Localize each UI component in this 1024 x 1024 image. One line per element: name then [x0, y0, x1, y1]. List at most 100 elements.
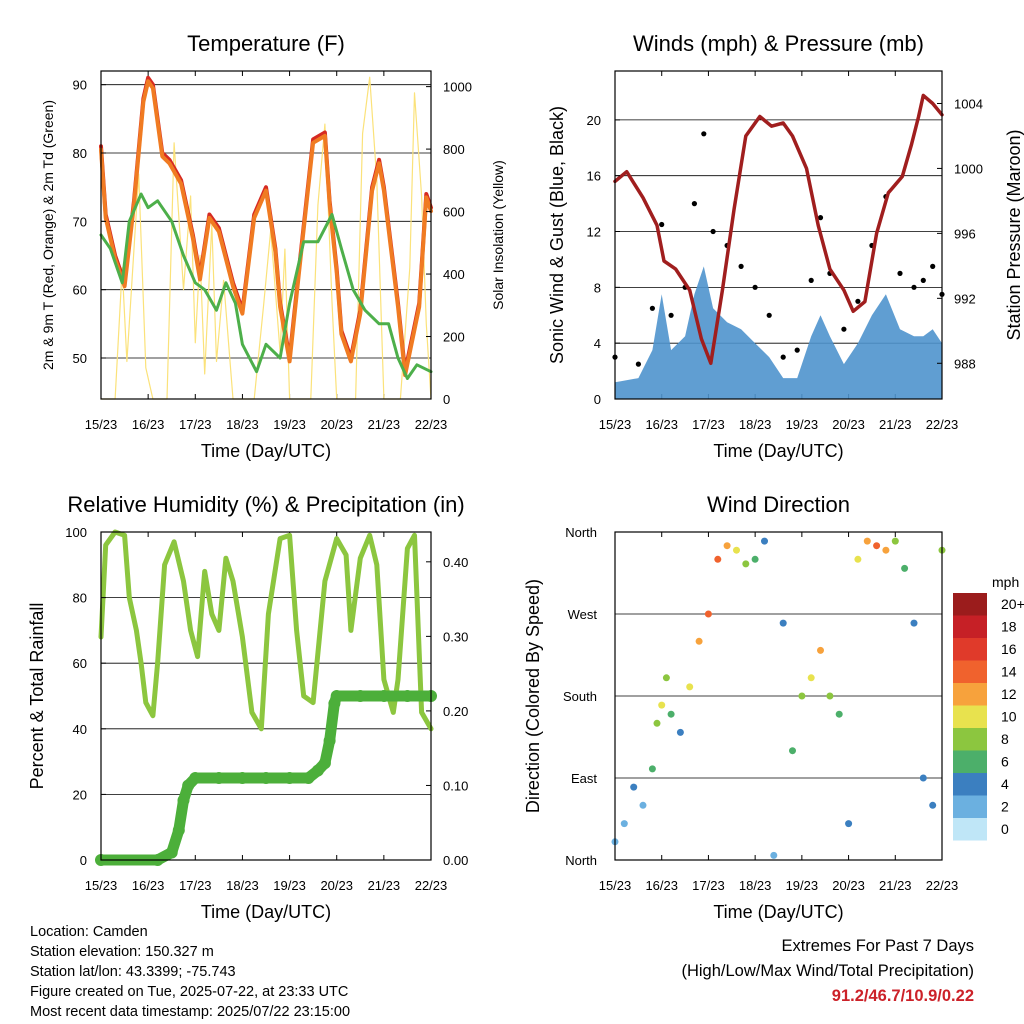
x-axis-label: Time (Day/UTC) — [713, 441, 843, 461]
legend-label: 8 — [1001, 731, 1009, 747]
data-point — [738, 263, 744, 269]
extremes-box: Extremes For Past 7 Days (High/Low/Max W… — [681, 934, 974, 1009]
data-point — [826, 692, 834, 700]
elevation-text: Station elevation: 150.327 m — [30, 944, 214, 960]
data-point — [653, 719, 661, 727]
data-point — [630, 783, 638, 791]
panel-3: 15/23 16/23 17/23 18/23 19/23 20/23 21/23 22/23… — [27, 492, 468, 922]
legend-label: 0 — [1001, 821, 1009, 837]
data-point — [635, 361, 642, 367]
data-point — [751, 555, 759, 563]
data-point — [789, 747, 796, 755]
y-tick-label-right: 996 — [954, 226, 976, 241]
y-tick-label-right: 800 — [443, 142, 465, 157]
y-tick-label: 8 — [594, 280, 601, 295]
data-point — [761, 537, 768, 545]
x-tick-label: 21/23 — [368, 417, 401, 432]
x-tick-label: 16/23 — [132, 417, 165, 432]
x-tick-label: 22/23 — [926, 878, 959, 893]
data-point — [691, 201, 698, 207]
extremes-subtitle: (High/Low/Max Wind/Total Precipitation) — [681, 962, 974, 980]
data-point — [807, 674, 815, 682]
panel-4: 15/23 16/23 17/23 18/23 19/23 20/23 21/23 22/23… — [523, 492, 1024, 922]
legend-label: 10 — [1001, 709, 1017, 725]
legend-label: 16 — [1001, 641, 1017, 657]
y-axis-label-right: Solar Insolation (Yellow) — [490, 160, 506, 310]
data-point — [770, 851, 778, 859]
data-point — [742, 560, 750, 568]
data-point — [901, 564, 909, 572]
data-point — [891, 537, 899, 545]
x-tick-label: 17/23 — [692, 417, 725, 432]
series-line — [99, 192, 433, 380]
x-tick-label: 17/23 — [179, 878, 212, 893]
x-tick-label: 18/23 — [226, 878, 259, 893]
y-tick-label: 80 — [73, 146, 87, 161]
y-tick-label-right: 1004 — [954, 96, 983, 111]
latest-text: Most recent data timestamp: 2025/07/22 2… — [30, 1004, 351, 1020]
y-tick-label-right: 0.10 — [443, 778, 468, 793]
data-point — [855, 298, 861, 304]
x-tick-label: 15/23 — [85, 878, 118, 893]
legend-label: 14 — [1001, 664, 1017, 680]
x-tick-label: 19/23 — [786, 878, 819, 893]
x-axis-label: Time (Day/UTC) — [201, 441, 331, 461]
data-point — [686, 683, 694, 691]
x-tick-label: 15/23 — [599, 878, 632, 893]
x-tick-label: 16/23 — [132, 878, 165, 893]
data-point — [676, 728, 684, 736]
data-point — [695, 637, 703, 645]
data-point — [723, 542, 731, 550]
y-tick-label: 16 — [587, 169, 601, 184]
data-point — [794, 347, 800, 353]
data-point — [639, 801, 647, 809]
x-tick-label: 22/23 — [415, 878, 448, 893]
legend-swatch — [953, 705, 987, 728]
y-axis-label: 2m & 9m T (Red, Orange) & 2m Td (Green) — [40, 100, 56, 370]
data-point — [882, 546, 890, 554]
wind-area — [615, 266, 942, 399]
data-point — [798, 692, 806, 700]
x-tick-label: 19/23 — [273, 878, 306, 893]
data-point — [808, 277, 814, 283]
y-tick-label: 70 — [73, 214, 87, 229]
data-point — [920, 277, 926, 283]
legend-swatch — [953, 615, 987, 638]
data-point — [710, 228, 716, 235]
legend-title: mph — [992, 574, 1019, 590]
y-tick-label: West — [568, 607, 598, 622]
x-tick-label: 21/23 — [879, 878, 912, 893]
legend-label: 6 — [1001, 754, 1009, 770]
legend-swatch — [953, 750, 987, 773]
series-line — [100, 76, 432, 400]
data-point — [659, 221, 665, 228]
legend-swatch — [953, 638, 987, 661]
legend-swatch — [953, 795, 987, 818]
data-point — [658, 701, 666, 709]
data-point — [780, 354, 786, 360]
y-tick-label: 80 — [73, 591, 87, 606]
y-tick-label: 12 — [587, 225, 601, 240]
x-axis-label: Time (Day/UTC) — [713, 902, 843, 922]
data-point — [845, 820, 853, 828]
legend-swatch — [953, 728, 987, 751]
chart-title: Relative Humidity (%) & Precipitation (i… — [67, 492, 464, 517]
x-tick-label: 18/23 — [739, 417, 772, 432]
legend-label: 18 — [1001, 619, 1017, 635]
extremes-values: 91.2/46.7/10.9/0.22 — [831, 987, 974, 1005]
y-tick-label: North — [565, 853, 597, 868]
x-tick-label: 20/23 — [832, 417, 865, 432]
y-tick-label: North — [565, 525, 597, 540]
data-point — [649, 305, 656, 311]
x-tick-label: 21/23 — [879, 417, 912, 432]
x-tick-label: 18/23 — [226, 417, 259, 432]
data-point — [863, 537, 871, 545]
data-point — [620, 820, 628, 828]
y-tick-label: 60 — [73, 656, 87, 671]
y-tick-label-right: 0.40 — [443, 555, 468, 570]
data-point — [701, 131, 707, 137]
y-tick-label-right: 1000 — [954, 161, 983, 176]
y-tick-label-right: 992 — [954, 291, 976, 306]
panel-1: 15/23 16/23 17/23 18/23 19/23 20/23 21/23 22/23… — [40, 31, 506, 461]
